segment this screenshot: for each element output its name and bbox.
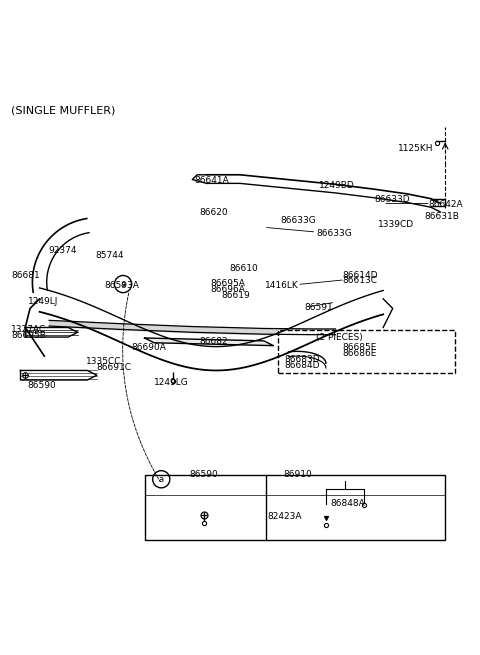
Text: 86614D: 86614D bbox=[343, 271, 378, 280]
Text: 86683D: 86683D bbox=[284, 355, 320, 364]
Text: 86642A: 86642A bbox=[429, 200, 463, 210]
Text: 86691C: 86691C bbox=[96, 363, 131, 372]
Text: 86641A: 86641A bbox=[195, 176, 229, 185]
Text: 86695B: 86695B bbox=[11, 331, 46, 340]
Text: 86590: 86590 bbox=[28, 381, 56, 390]
Text: 86695A: 86695A bbox=[210, 279, 245, 288]
Text: (SINGLE MUFFLER): (SINGLE MUFFLER) bbox=[11, 105, 115, 115]
Text: 86631B: 86631B bbox=[424, 212, 459, 221]
Text: 1335CC: 1335CC bbox=[86, 358, 122, 366]
Text: 92374: 92374 bbox=[48, 246, 77, 255]
Text: 86610: 86610 bbox=[229, 265, 258, 273]
Text: 86633G: 86633G bbox=[316, 229, 352, 238]
Text: 86620: 86620 bbox=[199, 208, 228, 217]
Text: 86591: 86591 bbox=[304, 303, 333, 312]
Text: 86590: 86590 bbox=[189, 470, 218, 479]
Text: 86681: 86681 bbox=[11, 271, 40, 280]
Text: 86696A: 86696A bbox=[210, 285, 245, 294]
Text: 86686E: 86686E bbox=[343, 348, 377, 358]
Text: 86633D: 86633D bbox=[374, 195, 410, 204]
Text: 82423A: 82423A bbox=[268, 512, 302, 521]
Text: a: a bbox=[120, 280, 126, 289]
Text: 1249LJ: 1249LJ bbox=[28, 297, 58, 307]
Bar bbox=[278, 330, 455, 373]
Text: 86684D: 86684D bbox=[284, 361, 320, 369]
Text: 1327AC: 1327AC bbox=[11, 325, 46, 334]
Bar bbox=[144, 476, 445, 540]
Text: 1249BD: 1249BD bbox=[319, 181, 355, 190]
Text: 86593A: 86593A bbox=[104, 280, 139, 290]
Text: 1125KH: 1125KH bbox=[397, 143, 433, 153]
Text: 1249LG: 1249LG bbox=[154, 379, 189, 387]
Text: 1416LK: 1416LK bbox=[265, 282, 299, 290]
Text: 86633G: 86633G bbox=[281, 216, 316, 225]
Polygon shape bbox=[144, 338, 274, 346]
Text: 85744: 85744 bbox=[96, 252, 124, 261]
Text: a: a bbox=[159, 475, 164, 484]
Text: 86690A: 86690A bbox=[131, 343, 166, 352]
Text: 86685E: 86685E bbox=[343, 343, 377, 352]
Text: 86613C: 86613C bbox=[343, 276, 378, 285]
Text: 86848A: 86848A bbox=[331, 498, 365, 508]
Text: (2 PIECES): (2 PIECES) bbox=[316, 333, 363, 341]
Text: 86682: 86682 bbox=[199, 337, 228, 346]
Text: 86619: 86619 bbox=[221, 291, 250, 299]
Text: 86910: 86910 bbox=[283, 470, 312, 479]
Text: 1339CD: 1339CD bbox=[378, 220, 415, 229]
